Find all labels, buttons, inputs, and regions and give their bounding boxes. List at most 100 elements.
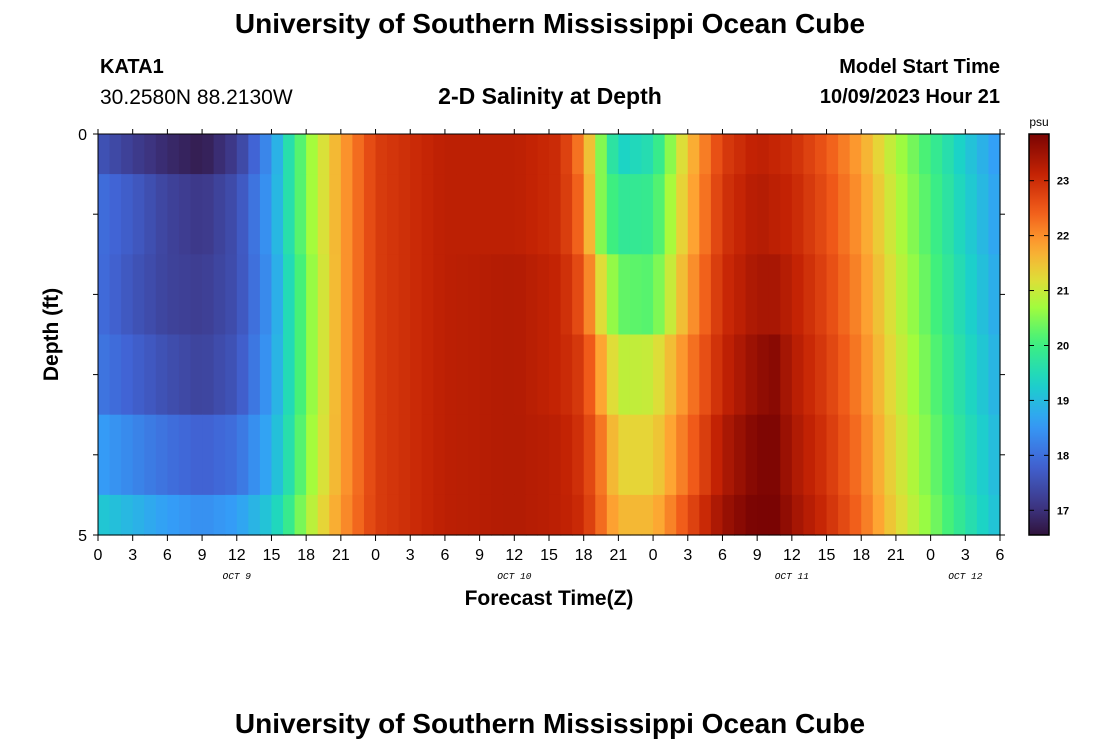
- heatmap-cell: [491, 334, 504, 416]
- x-tick-label: 6: [163, 547, 172, 564]
- heatmap-cell: [722, 334, 735, 416]
- heatmap-cell: [433, 334, 446, 416]
- x-tick-label: 18: [852, 547, 870, 564]
- heatmap-cell: [259, 254, 273, 336]
- heatmap-cell: [884, 134, 897, 175]
- heatmap-cell: [514, 134, 527, 175]
- heatmap-cell: [919, 414, 932, 496]
- y-tick-label: 5: [78, 528, 87, 545]
- heatmap-cell: [98, 334, 111, 416]
- heatmap-cell: [583, 134, 596, 175]
- heatmap-cell: [479, 134, 492, 175]
- heatmap-cell: [190, 414, 203, 496]
- x-axis-label: Forecast Time(Z): [465, 587, 634, 610]
- heatmap-cell: [213, 254, 226, 336]
- heatmap-cell: [676, 414, 689, 496]
- heatmap-cell: [225, 334, 238, 416]
- heatmap-cell: [606, 334, 619, 416]
- heatmap-cell: [132, 254, 145, 336]
- heatmap-cell: [549, 494, 562, 536]
- heatmap-cell: [595, 134, 608, 175]
- heatmap-cell: [144, 254, 157, 336]
- heatmap-cell: [398, 494, 411, 536]
- heatmap-cell: [502, 254, 515, 336]
- heatmap-cell: [306, 254, 319, 336]
- model-start-value: 10/09/2023 Hour 21: [819, 86, 1000, 108]
- station-coordinates: 30.2580N 88.2130W: [100, 86, 293, 109]
- heatmap-cell: [907, 254, 920, 336]
- heatmap-cell: [132, 174, 145, 255]
- heatmap-cell: [791, 334, 805, 416]
- heatmap-cell: [248, 174, 261, 255]
- x-tick-label: 12: [783, 547, 801, 564]
- heatmap-cell: [525, 174, 539, 255]
- heatmap-cell: [155, 494, 168, 536]
- heatmap-cell: [664, 134, 677, 175]
- heatmap-cell: [734, 134, 747, 175]
- heatmap-cell: [942, 334, 955, 416]
- heatmap-cell: [410, 334, 423, 416]
- heatmap-cell: [202, 174, 215, 255]
- station-id: KATA1: [100, 56, 164, 78]
- heatmap-cell: [433, 254, 446, 336]
- heatmap-cell: [861, 174, 874, 255]
- heatmap-cell: [988, 254, 1001, 336]
- heatmap-cell: [699, 174, 712, 255]
- heatmap-cell: [838, 494, 851, 536]
- heatmap-cell: [456, 174, 469, 255]
- x-tick-label: 12: [505, 547, 523, 564]
- heatmap-cell: [641, 254, 654, 336]
- heatmap-cell: [988, 414, 1001, 496]
- heatmap-cell: [687, 254, 700, 336]
- heatmap-cell: [283, 334, 296, 416]
- heatmap-cell: [919, 134, 932, 175]
- heatmap-cell: [294, 254, 307, 336]
- heatmap-cell: [121, 414, 134, 496]
- heatmap-cell: [259, 494, 273, 536]
- colorbar-unit: psu: [1029, 115, 1048, 129]
- heatmap-cell: [144, 174, 157, 255]
- heatmap-cell: [838, 174, 851, 255]
- heatmap-cell: [468, 414, 481, 496]
- heatmap-cell: [375, 174, 388, 255]
- heatmap-cell: [340, 134, 354, 175]
- heatmap-cell: [826, 494, 839, 536]
- heatmap-cell: [537, 254, 550, 336]
- x-tick-label: 0: [649, 547, 658, 564]
- heatmap-cell: [664, 414, 677, 496]
- heatmap-cell: [213, 414, 226, 496]
- heatmap-cell: [687, 174, 700, 255]
- heatmap-cell: [572, 174, 585, 255]
- heatmap-cell: [456, 494, 469, 536]
- heatmap-cell: [294, 174, 307, 255]
- heatmap-cell: [618, 414, 631, 496]
- heatmap-cell: [780, 254, 793, 336]
- x-tick-label: 21: [887, 547, 905, 564]
- x-tick-label: 3: [961, 547, 970, 564]
- heatmap-cell: [444, 254, 458, 336]
- heatmap-cell: [560, 254, 573, 336]
- heatmap-cell: [363, 414, 377, 496]
- heatmap-cell: [641, 494, 654, 536]
- heatmap-cell: [618, 494, 631, 536]
- heatmap-cell: [745, 254, 758, 336]
- heatmap-cell: [502, 494, 515, 536]
- heatmap-cell: [791, 134, 805, 175]
- heatmap-cell: [225, 134, 238, 175]
- heatmap-cell: [791, 414, 805, 496]
- heatmap-cell: [965, 334, 978, 416]
- heatmap-cell: [606, 494, 619, 536]
- heatmap-cell: [814, 134, 828, 175]
- x-tick-label: 9: [475, 547, 484, 564]
- heatmap-cell: [629, 494, 643, 536]
- heatmap-cell: [502, 174, 515, 255]
- heatmap-cell: [965, 174, 978, 255]
- heatmap-cell: [259, 334, 273, 416]
- heatmap-cell: [953, 334, 966, 416]
- heatmap-cell: [340, 174, 354, 255]
- x-tick-label: 15: [818, 547, 836, 564]
- heatmap-cell: [525, 494, 539, 536]
- heatmap-cell: [687, 414, 700, 496]
- heatmap-cell: [283, 174, 296, 255]
- heatmap-cell: [121, 254, 134, 336]
